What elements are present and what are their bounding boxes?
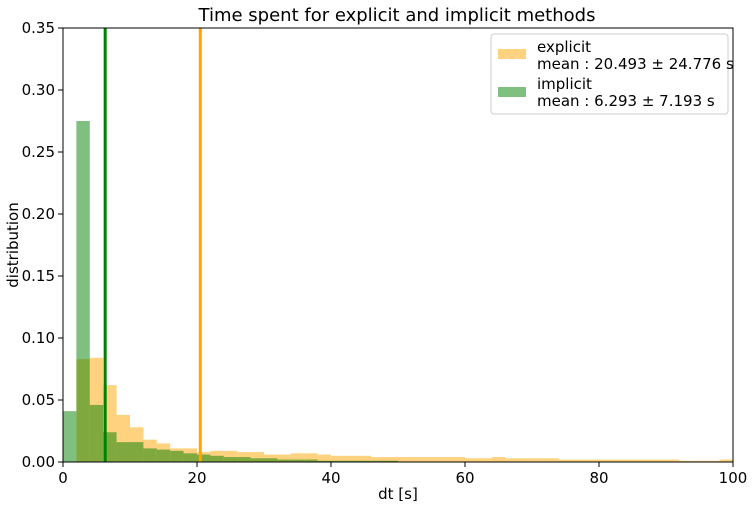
x-tick-label: 80	[589, 469, 608, 487]
bar-explicit-45	[679, 460, 693, 462]
bar-explicit-35	[545, 458, 559, 462]
bar-explicit-48	[719, 459, 733, 462]
bar-explicit-13	[250, 452, 264, 462]
bar-explicit-29	[465, 458, 479, 462]
legend-label-implicit: implicit	[537, 75, 592, 93]
legend-detail-implicit: mean : 6.293 ± 7.193 s	[537, 92, 715, 110]
bar-implicit-16	[277, 459, 291, 462]
bar-implicit-2	[89, 404, 104, 462]
bar-explicit-24	[398, 457, 412, 462]
bar-explicit-37	[572, 459, 586, 462]
bar-explicit-17	[304, 453, 318, 462]
bar-explicit-21	[357, 455, 372, 462]
bar-explicit-38	[585, 459, 599, 462]
bar-explicit-32	[505, 458, 519, 462]
bar-implicit-18	[304, 459, 318, 462]
bar-implicit-14	[250, 458, 264, 462]
bar-implicit-21	[344, 460, 358, 462]
legend-box	[490, 33, 729, 115]
x-axis-ticks: 0 20 40 60 80 100	[58, 462, 747, 487]
bar-explicit-15	[277, 454, 291, 462]
y-tick-label: 0.00	[22, 453, 55, 471]
y-tick-label: 0.30	[22, 81, 55, 99]
bar-explicit-39	[599, 459, 613, 462]
bar-implicit-19	[317, 460, 331, 462]
bar-explicit-26	[424, 457, 439, 462]
y-tick-label: 0.15	[22, 267, 55, 285]
bar-explicit-11	[223, 450, 238, 462]
bar-implicit-8	[170, 450, 184, 462]
bar-explicit-44	[666, 459, 680, 462]
bar-explicit-30	[478, 458, 492, 462]
bar-implicit-9	[183, 453, 197, 462]
bar-explicit-19	[331, 455, 345, 462]
bar-implicit-12	[223, 457, 238, 462]
legend-detail-explicit: mean : 20.493 ± 24.776 s	[537, 55, 734, 73]
bar-explicit-12	[237, 452, 251, 462]
bar-implicit-20	[331, 460, 345, 462]
x-tick-label: 20	[187, 469, 206, 487]
y-tick-label: 0.35	[22, 19, 55, 37]
bar-implicit-0	[63, 411, 77, 462]
bar-explicit-23	[384, 457, 398, 462]
bar-implicit-10	[197, 454, 211, 462]
bar-explicit-40	[612, 459, 626, 462]
bar-explicit-22	[371, 457, 385, 462]
bar-explicit-47	[706, 460, 720, 462]
y-tick-label: 0.05	[22, 391, 55, 409]
y-axis-label: distribution	[4, 202, 22, 287]
bar-explicit-43	[652, 459, 666, 462]
legend-swatch-implicit	[498, 87, 526, 97]
legend: explicit mean : 20.493 ± 24.776 s implic…	[490, 33, 734, 115]
bar-implicit-17	[290, 459, 305, 462]
bar-explicit-18	[317, 454, 331, 462]
bar-explicit-27	[438, 457, 452, 462]
bar-implicit-4	[116, 442, 130, 462]
bar-implicit-23	[371, 460, 385, 462]
bar-explicit-36	[558, 459, 573, 462]
bar-explicit-31	[491, 457, 506, 462]
bar-explicit-41	[625, 459, 640, 462]
x-tick-label: 0	[58, 469, 68, 487]
mean-lines-layer	[103, 28, 202, 462]
x-tick-label: 100	[719, 469, 748, 487]
bar-implicit-22	[357, 460, 372, 462]
bar-explicit-33	[518, 458, 532, 462]
bar-explicit-46	[692, 460, 707, 462]
bar-implicit-1	[76, 121, 90, 462]
bar-implicit-7	[156, 449, 171, 462]
bar-explicit-28	[451, 457, 465, 462]
y-tick-label: 0.25	[22, 143, 55, 161]
y-tick-label: 0.10	[22, 329, 55, 347]
bar-explicit-16	[290, 453, 305, 462]
x-tick-label: 60	[455, 469, 474, 487]
bar-explicit-42	[639, 459, 653, 462]
bar-explicit-25	[411, 457, 425, 462]
bar-implicit-6	[143, 448, 157, 462]
bar-implicit-11	[210, 455, 224, 462]
bar-explicit-20	[344, 455, 358, 462]
y-tick-label: 0.20	[22, 205, 55, 223]
legend-label-explicit: explicit	[537, 38, 591, 56]
plot-frame	[62, 27, 734, 463]
bar-explicit-34	[532, 458, 546, 462]
y-axis-ticks: 0.00 0.05 0.10 0.15 0.20 0.25 0.30 0.35	[22, 19, 63, 471]
bar-implicit-5	[130, 442, 144, 462]
bars-layer	[63, 121, 733, 462]
bar-implicit-24	[384, 460, 398, 462]
bar-implicit-13	[237, 457, 251, 462]
x-axis-label: dt [s]	[378, 485, 418, 503]
chart-title: Time spent for explicit and implicit met…	[198, 5, 596, 26]
legend-swatch-explicit	[498, 49, 526, 59]
x-tick-label: 40	[321, 469, 340, 487]
bar-implicit-15	[264, 458, 278, 462]
